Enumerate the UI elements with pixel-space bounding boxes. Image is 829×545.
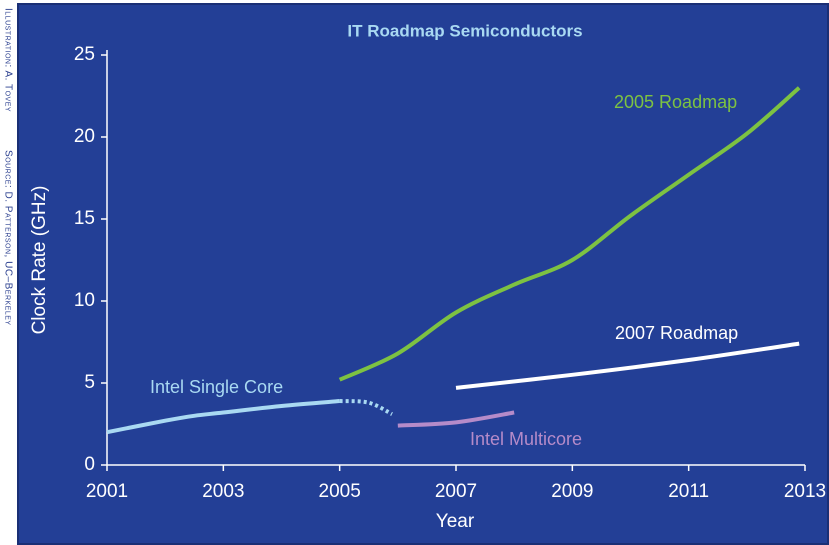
x-axis-label: Year [436, 511, 475, 532]
y-tick-label: 25 [74, 44, 95, 65]
x-tick-label: 2009 [551, 481, 593, 502]
y-axis-label: Clock Rate (GHz) [29, 186, 50, 335]
series-label: 2007 Roadmap [615, 323, 738, 343]
chart-background [17, 3, 829, 545]
x-tick-label: 2005 [319, 481, 361, 502]
y-tick-label: 5 [84, 372, 95, 393]
y-tick-label: 10 [74, 290, 95, 311]
x-tick-label: 2003 [202, 481, 244, 502]
series-line [455, 341, 800, 390]
y-tick-label: 0 [84, 454, 95, 475]
series-label: Intel Single Core [150, 377, 283, 397]
credit: Illustration: A. Tovey [2, 8, 13, 112]
x-tick-label: 2007 [435, 481, 477, 502]
x-tick-label: 2013 [784, 481, 826, 502]
series-label: Intel Multicore [470, 429, 582, 449]
series-line [397, 410, 515, 428]
series-line [106, 399, 340, 435]
series-line [339, 399, 393, 416]
y-tick-label: 20 [74, 126, 95, 147]
chart-title: IT Roadmap Semiconductors [347, 21, 582, 40]
series-label: 2005 Roadmap [614, 92, 737, 112]
x-tick-label: 2011 [668, 481, 709, 502]
x-tick-label: 2001 [86, 481, 128, 502]
series-line [338, 86, 801, 382]
credit: Source: D. Patterson, UC–Berkeley [2, 150, 13, 326]
y-tick-label: 15 [74, 208, 95, 229]
